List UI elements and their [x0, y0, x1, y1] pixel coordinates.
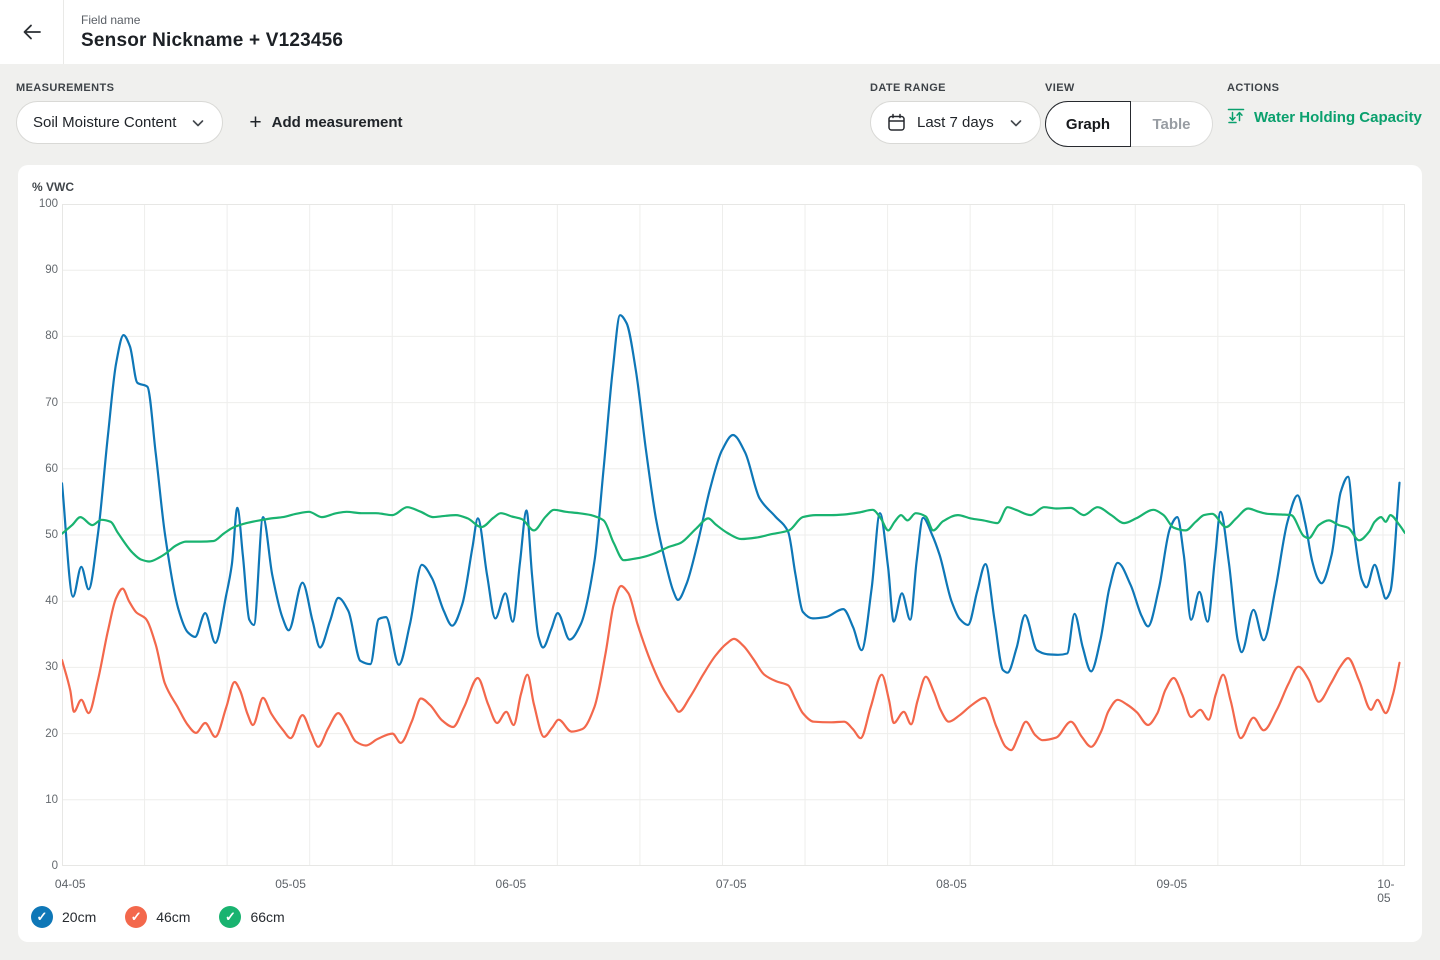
measurement-value: Soil Moisture Content	[33, 114, 177, 131]
chevron-down-icon	[190, 115, 206, 131]
top-header: Field name Sensor Nickname + V123456	[0, 0, 1440, 64]
series-line-66cm	[62, 506, 1405, 563]
y-axis-title: % VWC	[32, 180, 74, 194]
back-button[interactable]	[0, 0, 64, 64]
measurements-group: MEASUREMENTS Soil Moisture Content + Add…	[16, 64, 403, 144]
legend-label: 20cm	[62, 909, 97, 925]
y-tick-label: 100	[38, 198, 58, 210]
x-tick-label: 06-05	[495, 877, 527, 891]
y-tick-label: 90	[45, 264, 58, 277]
actions-label: ACTIONS	[1227, 82, 1280, 94]
measurements-label: MEASUREMENTS	[16, 82, 115, 94]
water-holding-capacity-label: Water Holding Capacity	[1254, 109, 1422, 126]
calendar-icon	[887, 113, 906, 132]
date-range-group: DATE RANGE Last 7 days	[870, 64, 1041, 144]
date-range-label: DATE RANGE	[870, 82, 946, 94]
legend-item-20cm[interactable]: ✓ 20cm	[31, 906, 96, 928]
checkmark-icon: ✓	[219, 906, 242, 928]
x-tick-label: 07-05	[715, 877, 747, 891]
checkmark-icon: ✓	[125, 906, 148, 928]
chevron-down-icon	[1008, 115, 1024, 131]
series-line-20cm	[62, 314, 1401, 674]
chart-legend: ✓ 20cm ✓ 46cm ✓ 66cm	[31, 906, 314, 928]
import-export-arrows-icon	[1227, 107, 1245, 128]
toolbar: MEASUREMENTS Soil Moisture Content + Add…	[0, 64, 1440, 165]
soil-moisture-chart[interactable]	[62, 204, 1405, 866]
y-tick-label: 0	[51, 860, 58, 872]
x-tick-label: 08-05	[936, 877, 967, 891]
add-measurement-button[interactable]: + Add measurement	[249, 112, 402, 133]
legend-label: 46cm	[156, 909, 191, 925]
x-tick-label: 05-05	[275, 877, 306, 891]
page-title: Sensor Nickname + V123456	[81, 30, 344, 51]
view-option-graph[interactable]: Graph	[1045, 101, 1131, 147]
date-range-dropdown[interactable]: Last 7 days	[870, 101, 1041, 144]
y-tick-label: 60	[45, 462, 58, 475]
field-name-label: Field name	[81, 13, 141, 27]
y-tick-label: 10	[45, 793, 58, 806]
plot-border	[62, 204, 1405, 866]
actions-group: ACTIONS Water Holding Capacity	[1227, 64, 1422, 128]
legend-label: 66cm	[250, 909, 285, 925]
y-tick-label: 20	[45, 727, 58, 740]
x-tick-label: 04-05	[54, 877, 86, 891]
plus-icon: +	[249, 111, 262, 134]
series-line-46cm	[62, 584, 1401, 752]
x-tick-label: 09-05	[1156, 877, 1188, 891]
y-tick-label: 70	[45, 396, 58, 409]
view-label: VIEW	[1045, 82, 1075, 94]
checkmark-icon: ✓	[31, 906, 53, 928]
legend-item-66cm[interactable]: ✓ 66cm	[219, 906, 285, 928]
add-measurement-label: Add measurement	[271, 114, 403, 131]
measurement-dropdown[interactable]: Soil Moisture Content	[16, 101, 224, 144]
x-tick-label: 10-05	[1377, 877, 1395, 905]
y-tick-label: 40	[45, 595, 58, 608]
view-option-table[interactable]: Table	[1131, 101, 1213, 147]
y-tick-label: 50	[45, 529, 58, 541]
back-arrow-icon	[20, 20, 44, 44]
water-holding-capacity-button[interactable]: Water Holding Capacity	[1227, 107, 1422, 128]
y-tick-label: 80	[45, 330, 58, 343]
legend-item-46cm[interactable]: ✓ 46cm	[125, 906, 190, 928]
view-group: VIEW Graph Table	[1045, 64, 1213, 147]
view-toggle: Graph Table	[1045, 101, 1213, 147]
y-tick-label: 30	[45, 661, 58, 674]
chart-card: % VWC 100 90 80 70 60 50 40 30 20 10 0 04-05 05-05 0…	[18, 165, 1422, 942]
date-range-value: Last 7 days	[917, 114, 994, 131]
